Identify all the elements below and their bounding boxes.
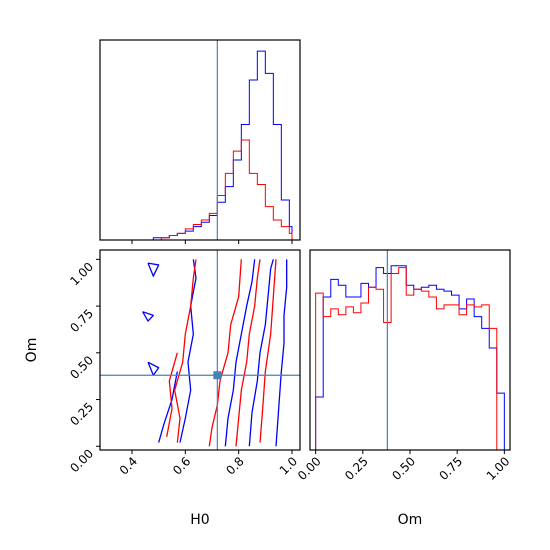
h0-histogram-series-2: [105, 139, 293, 241]
joint-y-tick-label-5: 1.00: [67, 260, 96, 289]
om-marginal-panel: 0.00 0.25 0.50 0.75 1.00: [295, 249, 513, 483]
contour-series-1-line-4: [179, 259, 197, 443]
om-marginal-frame: [309, 249, 511, 451]
contour-series-1-line-2: [248, 259, 274, 447]
x-axis-label-om: Om: [398, 512, 423, 528]
y-axis-label-om: Om: [24, 338, 40, 363]
contour-series-2-line-4: [174, 259, 197, 443]
joint-contours-group: [142, 259, 288, 447]
contour-series-1-line-3: [275, 259, 288, 447]
h0-om-contour-panel: 0.4 0.6 0.8 1.00.000.250.500.751.00: [67, 249, 301, 478]
joint-y-tick-label-3: 0.50: [67, 353, 96, 382]
h0-marginal-panel: [99, 39, 301, 244]
joint-frame: [99, 249, 301, 451]
contour-series-1-line-5: [158, 371, 178, 443]
x-axis-label-h0: H0: [190, 512, 209, 528]
joint-y-tick-label-2: 0.25: [67, 400, 96, 429]
contour-series-1-line-1: [224, 259, 256, 447]
joint-x-tick-label-2: 0.6: [170, 454, 193, 477]
om-x-tick-label-2: 0.25: [342, 454, 371, 483]
joint-x-tick-label-3: 0.8: [223, 454, 246, 477]
joint-x-tick-label-1: 0.4: [117, 454, 140, 477]
joint-y-tick-label-4: 0.75: [67, 306, 96, 335]
contour-series-2-line-2: [235, 259, 261, 447]
om-histogram-series-1: [315, 265, 505, 450]
contour-series-1-line-6: [147, 361, 160, 376]
om-x-tick-label-4: 0.75: [436, 454, 465, 483]
om-x-tick-label-5: 1.00: [484, 454, 513, 483]
h0-histogram-series-1: [105, 50, 293, 241]
joint-truth-marker: [213, 371, 222, 380]
contour-series-2-line-1: [208, 259, 242, 447]
joint-y-tick-label-1: 0.00: [67, 446, 96, 475]
om-x-tick-label-3: 0.50: [389, 454, 418, 483]
om-histogram-series-2: [315, 267, 505, 451]
h0-marginal-frame: [99, 39, 301, 241]
contour-series-2-line-5: [166, 352, 178, 438]
contour-series-1-line-8: [147, 262, 160, 277]
contour-series-2-line-3: [259, 259, 277, 443]
om-x-tick-label-1: 0.00: [295, 454, 324, 483]
contour-series-1-line-7: [142, 311, 154, 322]
